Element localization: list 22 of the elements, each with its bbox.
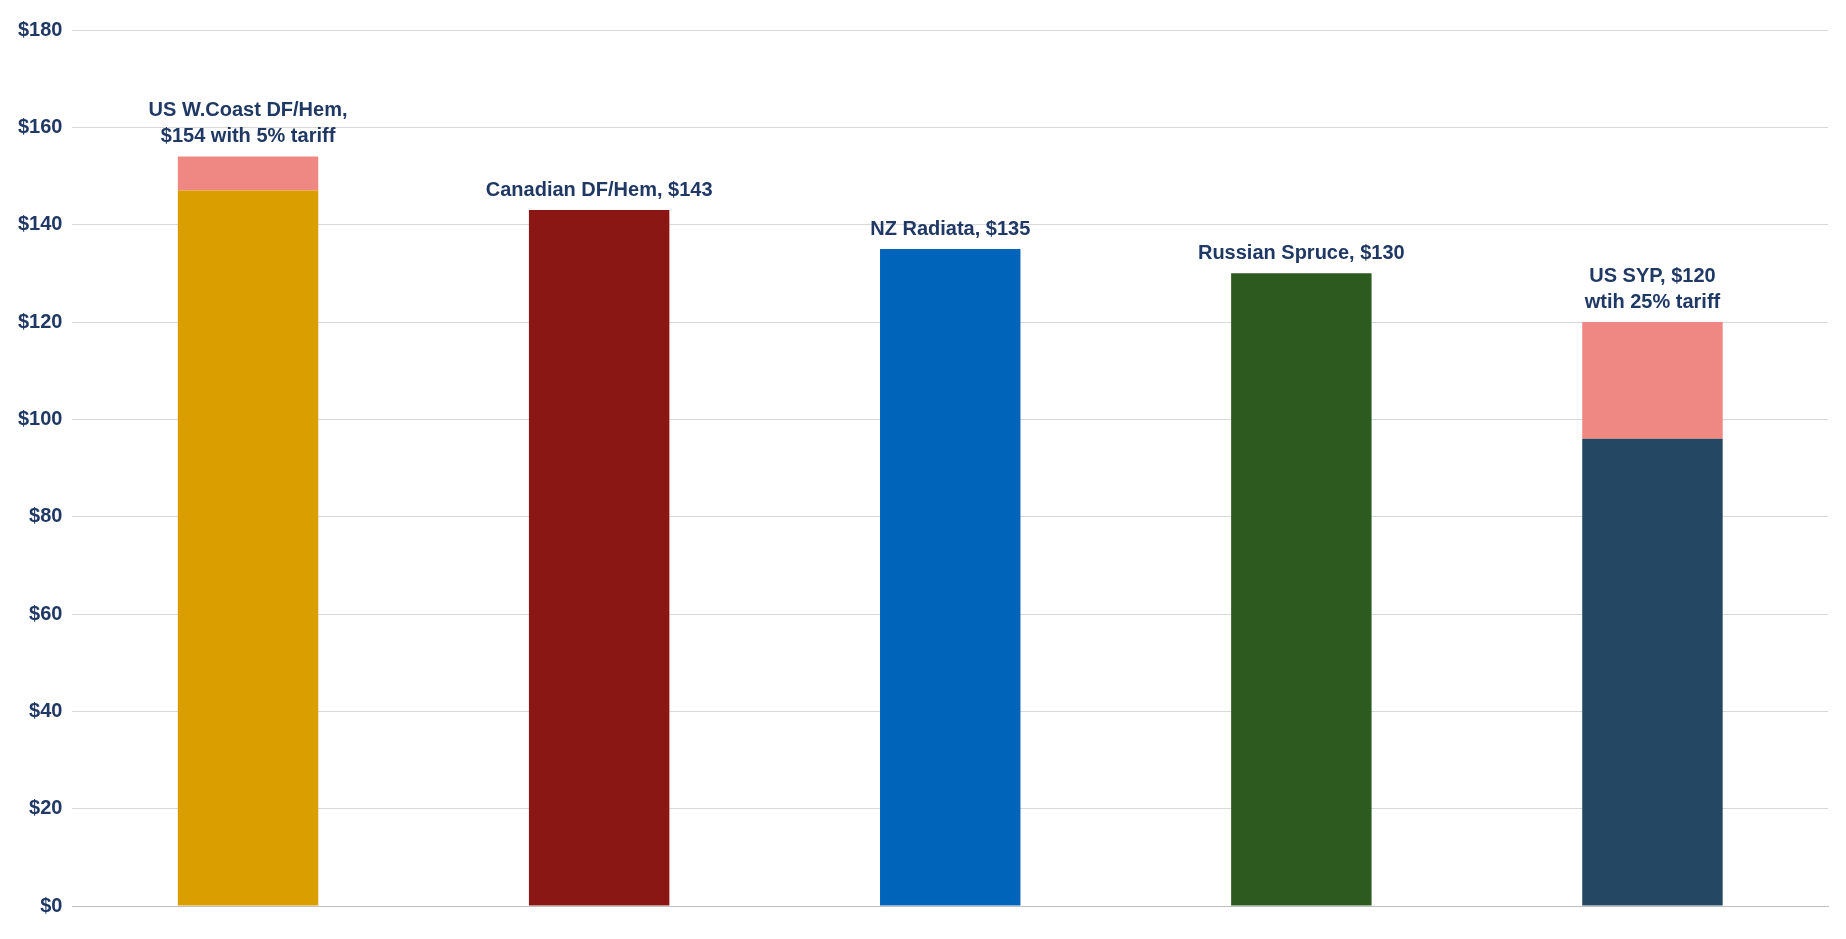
bar [1231,273,1372,906]
y-tick-label: $20 [29,796,63,819]
y-tick-label: $60 [29,601,63,624]
bar [177,156,319,191]
y-tick-label: $100 [17,406,63,429]
y-tick-label: $0 [40,893,63,916]
y-tick-label: $120 [17,309,63,332]
bar [528,210,670,906]
y-tick-label: $40 [29,698,63,721]
y-tick-label: $80 [29,504,63,527]
annotation: US W.Coast DF/Hem, $154 with 5% tariff [148,98,348,147]
bar [1582,438,1723,906]
annotation: NZ Radiata, $135 [870,216,1031,239]
bar [177,190,319,906]
y-tick-label: $160 [17,114,63,137]
y-tick-label: $140 [17,212,63,235]
annotation: US SYP, $120 wtih 25% tariff [1583,263,1721,312]
bar [880,249,1021,906]
bar [1582,322,1723,439]
y-tick-label: $180 [17,17,63,40]
annotation: Russian Spruce, $130 [1197,240,1405,263]
annotation: Canadian DF/Hem, $143 [485,177,713,200]
